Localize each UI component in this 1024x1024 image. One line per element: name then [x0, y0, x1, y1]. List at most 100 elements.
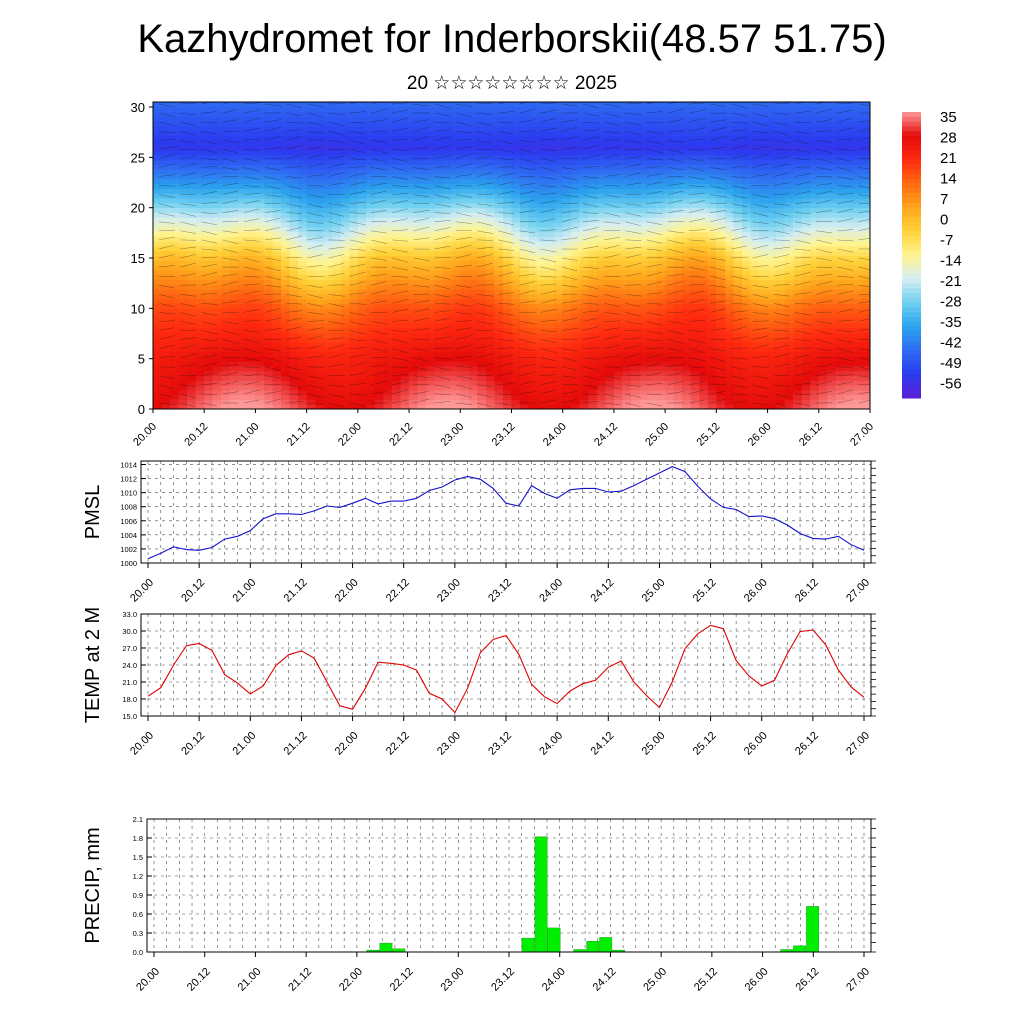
heatmap-cell: [665, 197, 675, 204]
heatmap-cell: [801, 274, 811, 281]
heatmap-cell: [699, 289, 709, 295]
heatmap-cell: [562, 188, 572, 194]
heatmap-cell: [571, 125, 581, 132]
heatmap-cell: [716, 154, 726, 161]
heatmap-cell: [374, 197, 385, 204]
heatmap-cell: [810, 140, 820, 146]
heatmap-cell: [323, 116, 333, 122]
heatmap-cell: [545, 404, 555, 409]
heatmap-cell: [622, 140, 632, 146]
heatmap-cell: [289, 116, 299, 122]
heatmap-cell: [741, 140, 752, 146]
heatmap-cell: [229, 125, 239, 132]
heatmap-cell: [801, 375, 811, 381]
heatmap-cell: [673, 265, 683, 271]
heatmap-cell: [707, 394, 717, 401]
heatmap-cell: [426, 217, 436, 223]
heatmap-cell: [298, 217, 308, 223]
heatmap-cell: [477, 231, 487, 237]
heatmap-cell: [767, 308, 777, 314]
heatmap-cell: [750, 337, 760, 343]
heatmap-cell: [699, 135, 709, 141]
heatmap-cell: [417, 365, 427, 372]
heatmap-cell: [426, 289, 436, 295]
heatmap-cell: [323, 140, 333, 146]
heatmap-cell: [502, 317, 513, 324]
heatmap-cell: [349, 188, 359, 194]
heatmap-cell: [477, 399, 487, 405]
heatmap-cell: [187, 102, 197, 108]
heatmap-cell: [690, 293, 700, 300]
heatmap-cell: [596, 351, 606, 357]
heatmap-cell: [460, 202, 470, 209]
heatmap-cell: [238, 106, 248, 113]
heatmap-cell: [613, 241, 624, 247]
heatmap-cell: [801, 169, 811, 175]
heatmap-cell: [153, 308, 163, 314]
heatmap-cell: [306, 145, 316, 151]
heatmap-cell: [767, 399, 777, 405]
heatmap-cell: [468, 188, 478, 194]
heatmap-cell: [170, 188, 180, 194]
heatmap-cell: [409, 284, 419, 290]
heatmap-cell: [204, 173, 214, 180]
heatmap-cell: [281, 351, 291, 357]
heatmap-cell: [400, 375, 410, 381]
heatmap-cell: [298, 370, 308, 377]
heatmap-cell: [374, 116, 385, 122]
heatmap-cell: [161, 135, 171, 141]
heatmap-cell: [605, 226, 615, 233]
heatmap-cell: [494, 212, 504, 218]
heatmap-cell: [502, 351, 513, 357]
heatmap-cell: [392, 385, 402, 391]
heatmap-cell: [238, 116, 248, 122]
heatmap-cell: [400, 173, 410, 180]
heatmap-cell: [682, 149, 692, 156]
heatmap-cell: [767, 169, 777, 175]
heatmap-cell: [340, 341, 350, 348]
heatmap-cell: [639, 226, 649, 233]
heatmap-cell: [349, 202, 359, 209]
heatmap-cell: [306, 394, 316, 401]
heatmap-cell: [195, 102, 205, 108]
heatmap-cell: [349, 149, 359, 156]
heatmap-cell: [528, 279, 538, 285]
heatmap-cell: [528, 140, 538, 146]
heatmap-cell: [588, 284, 598, 290]
heatmap-cell: [605, 130, 615, 137]
heatmap-cell: [383, 217, 393, 223]
heatmap-cell: [682, 303, 692, 309]
heatmap-cell: [485, 269, 496, 276]
heatmap-cell: [315, 236, 325, 242]
heatmap-cell: [733, 361, 743, 367]
heatmap-cell: [434, 313, 444, 319]
heatmap-cell: [562, 164, 572, 170]
heatmap-cell: [434, 361, 444, 367]
heatmap-cell: [588, 255, 598, 261]
heatmap-cell: [502, 370, 513, 377]
heatmap-cell: [451, 385, 461, 391]
heatmap-cell: [631, 313, 641, 319]
heatmap-cell: [793, 217, 803, 223]
heatmap-cell: [596, 135, 606, 141]
heatmap-cell: [656, 250, 666, 257]
heatmap-cell: [579, 106, 589, 113]
heatmap-cell: [673, 145, 683, 151]
heatmap-cell: [733, 356, 743, 362]
heatmap-cell: [571, 130, 581, 137]
heatmap-cell: [400, 121, 410, 127]
heatmap-cell: [605, 231, 615, 237]
heatmap-cell: [528, 226, 538, 233]
heatmap-cell: [374, 375, 385, 381]
heatmap-cell: [767, 370, 777, 377]
heatmap-cell: [554, 154, 564, 161]
heatmap-cell: [468, 394, 478, 401]
heatmap-cell: [682, 346, 692, 353]
heatmap-cell: [596, 260, 606, 266]
heatmap-cell: [665, 274, 675, 281]
heatmap-cell: [511, 102, 521, 108]
heatmap-cell: [537, 111, 547, 117]
heatmap-cell: [221, 365, 231, 372]
heatmap-cell: [204, 269, 214, 276]
heatmap-cell: [426, 313, 436, 319]
